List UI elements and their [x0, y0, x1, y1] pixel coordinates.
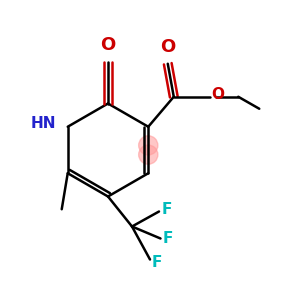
Text: O: O [211, 87, 224, 102]
Text: F: F [163, 231, 173, 246]
Circle shape [139, 136, 158, 155]
Circle shape [139, 145, 158, 164]
Text: O: O [160, 38, 176, 56]
Text: F: F [161, 202, 172, 217]
Text: HN: HN [30, 116, 56, 131]
Text: O: O [100, 36, 116, 54]
Text: F: F [152, 255, 162, 270]
